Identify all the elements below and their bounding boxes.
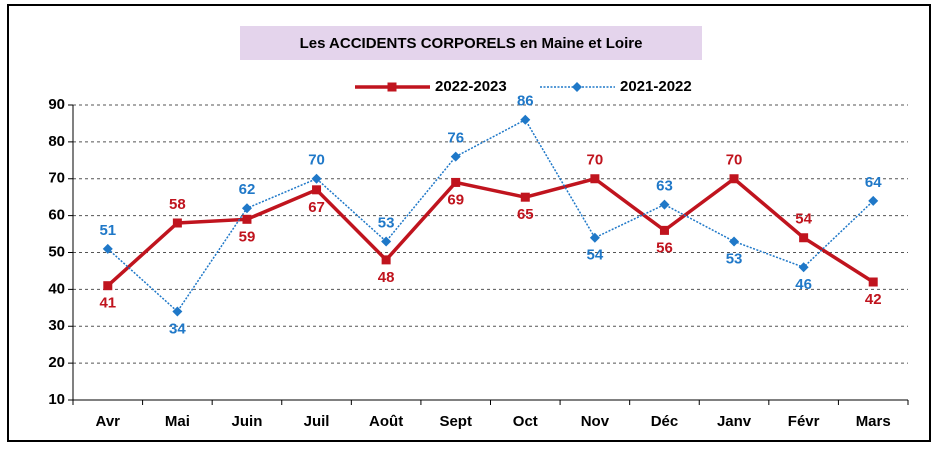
data-label: 69 <box>447 191 464 208</box>
x-tick-label: Août <box>369 413 403 430</box>
y-tick-label: 60 <box>48 207 65 224</box>
data-label: 59 <box>239 228 256 245</box>
data-point <box>520 114 531 125</box>
data-label: 51 <box>99 222 116 239</box>
legend-marker <box>387 82 397 92</box>
data-point <box>590 174 600 184</box>
x-tick-label: Oct <box>513 413 538 430</box>
series-line <box>106 176 875 287</box>
data-point <box>659 225 669 235</box>
data-point <box>381 236 392 247</box>
data-label: 53 <box>378 214 395 231</box>
data-label: 34 <box>169 320 186 337</box>
data-point <box>798 262 809 273</box>
data-label: 53 <box>726 250 743 267</box>
y-tick-label: 20 <box>48 354 65 371</box>
data-point <box>729 174 739 184</box>
title-box <box>240 26 702 60</box>
data-label: 70 <box>726 152 743 169</box>
data-point <box>311 173 322 184</box>
data-label: 42 <box>865 291 882 308</box>
data-point <box>589 232 600 243</box>
data-label: 63 <box>656 178 673 195</box>
chart-frame <box>7 4 931 442</box>
x-tick-label: Nov <box>581 413 610 430</box>
data-label: 41 <box>99 295 116 312</box>
data-point <box>799 233 809 243</box>
data-label: 62 <box>239 181 256 198</box>
data-point <box>102 243 113 254</box>
data-point <box>381 255 391 265</box>
data-point <box>868 195 879 206</box>
data-point <box>172 218 182 228</box>
y-tick-label: 40 <box>48 280 65 297</box>
x-tick-label: Déc <box>651 413 679 430</box>
data-point <box>520 192 530 202</box>
data-label: 58 <box>169 196 186 213</box>
data-point <box>450 151 461 162</box>
x-tick-label: Juin <box>232 413 263 430</box>
data-point <box>241 203 252 214</box>
data-point <box>103 281 113 291</box>
data-point <box>659 199 670 210</box>
data-label: 64 <box>865 174 882 191</box>
x-tick-label: Mars <box>856 413 891 430</box>
chart-title: Les ACCIDENTS CORPORELS en Maine et Loir… <box>300 35 643 52</box>
data-label: 65 <box>517 206 534 223</box>
x-tick-label: Juil <box>304 413 330 430</box>
legend-label: 2022-2023 <box>435 78 507 95</box>
data-label: 46 <box>795 276 812 293</box>
legend-marker <box>572 82 582 92</box>
data-label: 70 <box>308 152 325 169</box>
x-tick-label: Mai <box>165 413 190 430</box>
data-point <box>868 277 878 287</box>
data-label: 86 <box>517 93 534 110</box>
data-label: 48 <box>378 269 395 286</box>
y-tick-label: 10 <box>48 391 65 408</box>
data-label: 76 <box>447 130 464 147</box>
legend-label: 2021-2022 <box>620 78 692 95</box>
series-line <box>107 118 874 313</box>
x-tick-label: Janv <box>717 413 752 430</box>
data-point <box>172 306 183 317</box>
y-tick-label: 80 <box>48 133 65 150</box>
data-point <box>729 236 740 247</box>
x-tick-label: Avr <box>96 413 121 430</box>
data-label: 70 <box>587 152 604 169</box>
y-tick-label: 90 <box>48 96 65 113</box>
x-tick-label: Sept <box>439 413 472 430</box>
data-label: 56 <box>656 239 673 256</box>
y-tick-label: 30 <box>48 317 65 334</box>
data-label: 54 <box>795 211 812 228</box>
data-point <box>242 214 252 224</box>
data-point <box>312 185 322 195</box>
y-tick-label: 50 <box>48 243 65 260</box>
y-tick-label: 70 <box>48 170 65 187</box>
data-label: 54 <box>587 247 604 264</box>
data-point <box>451 177 461 187</box>
data-label: 67 <box>308 199 325 216</box>
x-tick-label: Févr <box>788 413 820 430</box>
